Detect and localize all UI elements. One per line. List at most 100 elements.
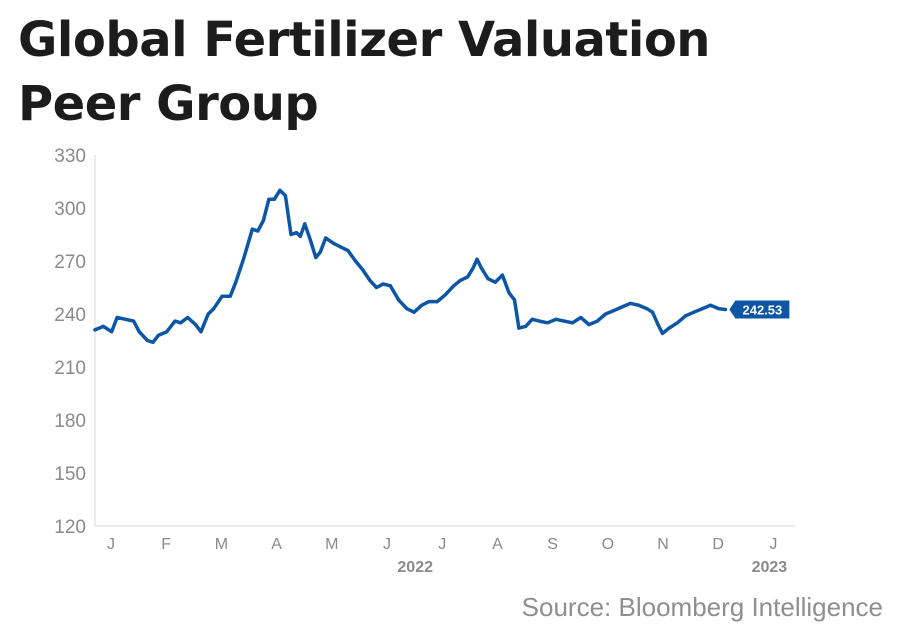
data-point xyxy=(256,229,260,233)
data-point xyxy=(368,278,372,282)
data-point xyxy=(717,307,721,311)
data-point xyxy=(278,188,282,192)
data-point xyxy=(645,307,649,311)
data-point xyxy=(486,277,490,281)
x-tick-label: D xyxy=(712,536,724,553)
series-line xyxy=(93,188,728,345)
data-point xyxy=(173,319,177,323)
data-point xyxy=(132,319,136,323)
data-point xyxy=(234,280,238,284)
y-tick-label: 270 xyxy=(54,252,86,273)
data-point xyxy=(530,317,534,321)
data-point xyxy=(397,298,401,302)
data-point xyxy=(700,307,704,311)
data-point xyxy=(595,319,599,323)
data-point xyxy=(412,310,416,314)
data-point xyxy=(479,266,483,270)
data-point xyxy=(466,275,470,279)
data-point xyxy=(650,310,655,314)
data-point xyxy=(339,245,343,249)
y-tick-label: 240 xyxy=(54,305,86,326)
data-point xyxy=(374,285,379,290)
data-point xyxy=(272,197,276,201)
data-point xyxy=(353,259,358,263)
data-point xyxy=(604,312,608,316)
x-tick-label: F xyxy=(161,536,171,553)
series-group xyxy=(93,188,728,345)
data-point xyxy=(524,324,528,328)
data-point xyxy=(123,317,127,321)
data-point xyxy=(303,222,307,226)
source-note: Source: Bloomberg Intelligence xyxy=(521,592,883,622)
data-point xyxy=(587,323,591,327)
data-point xyxy=(179,321,183,325)
data-point xyxy=(212,307,216,311)
y-tick-label: 210 xyxy=(54,358,86,379)
data-point xyxy=(471,266,475,270)
data-point xyxy=(186,315,190,320)
x-tick-label: J xyxy=(769,536,777,553)
data-point xyxy=(381,282,385,286)
data-point xyxy=(684,314,688,318)
data-point xyxy=(475,257,479,261)
x-tick-label: A xyxy=(492,536,503,553)
x-tick-label: A xyxy=(271,536,282,553)
data-point xyxy=(261,218,265,222)
data-point xyxy=(500,273,504,277)
data-point xyxy=(361,268,365,272)
data-point xyxy=(250,227,254,231)
data-point xyxy=(620,305,624,309)
x-tick-label: O xyxy=(602,536,614,553)
x-tick-labels: J F M A M J J A S O N D J 2022 2023 xyxy=(107,536,787,576)
data-point xyxy=(294,231,299,235)
data-point xyxy=(660,331,665,335)
last-value-label: 242.53 xyxy=(729,300,790,319)
chart-title: Global Fertilizer Valuation Peer Group xyxy=(18,12,710,132)
data-point xyxy=(458,278,462,282)
data-point xyxy=(554,317,558,321)
data-point xyxy=(507,291,511,295)
data-point xyxy=(667,326,671,330)
data-point xyxy=(314,255,318,260)
data-point xyxy=(267,197,271,201)
data-point xyxy=(242,255,246,260)
data-point xyxy=(151,340,155,344)
data-point xyxy=(165,330,169,334)
x-tick-label: S xyxy=(547,536,558,553)
data-point xyxy=(420,303,424,307)
data-point xyxy=(110,330,114,334)
chart-axes xyxy=(94,155,795,527)
data-point xyxy=(115,315,119,320)
data-point xyxy=(723,307,728,312)
data-point xyxy=(675,321,680,325)
data-point xyxy=(708,303,713,307)
data-point xyxy=(435,300,439,304)
last-value-text: 242.53 xyxy=(743,303,783,318)
x-year-label: 2023 xyxy=(752,559,788,576)
data-point xyxy=(405,307,409,311)
data-point xyxy=(206,312,210,316)
data-point xyxy=(692,310,696,314)
data-point xyxy=(512,298,517,302)
y-tick-label: 150 xyxy=(54,464,86,485)
data-point xyxy=(427,300,431,304)
y-tick-label: 180 xyxy=(54,411,86,432)
data-point xyxy=(137,330,141,334)
x-tick-label: J xyxy=(438,536,446,553)
data-point xyxy=(156,333,161,337)
x-year-label: 2022 xyxy=(397,559,433,576)
data-point xyxy=(220,294,224,298)
x-tick-label: J xyxy=(107,536,115,553)
x-tick-label: N xyxy=(657,536,669,553)
data-point xyxy=(537,319,542,323)
y-tick-label: 330 xyxy=(54,146,86,167)
data-point xyxy=(443,293,448,297)
y-tick-label: 300 xyxy=(54,199,86,220)
data-point xyxy=(331,241,336,245)
data-point xyxy=(517,326,521,330)
data-point xyxy=(637,303,641,307)
data-point xyxy=(308,238,312,242)
data-point xyxy=(283,194,287,198)
x-tick-label: M xyxy=(215,536,228,553)
